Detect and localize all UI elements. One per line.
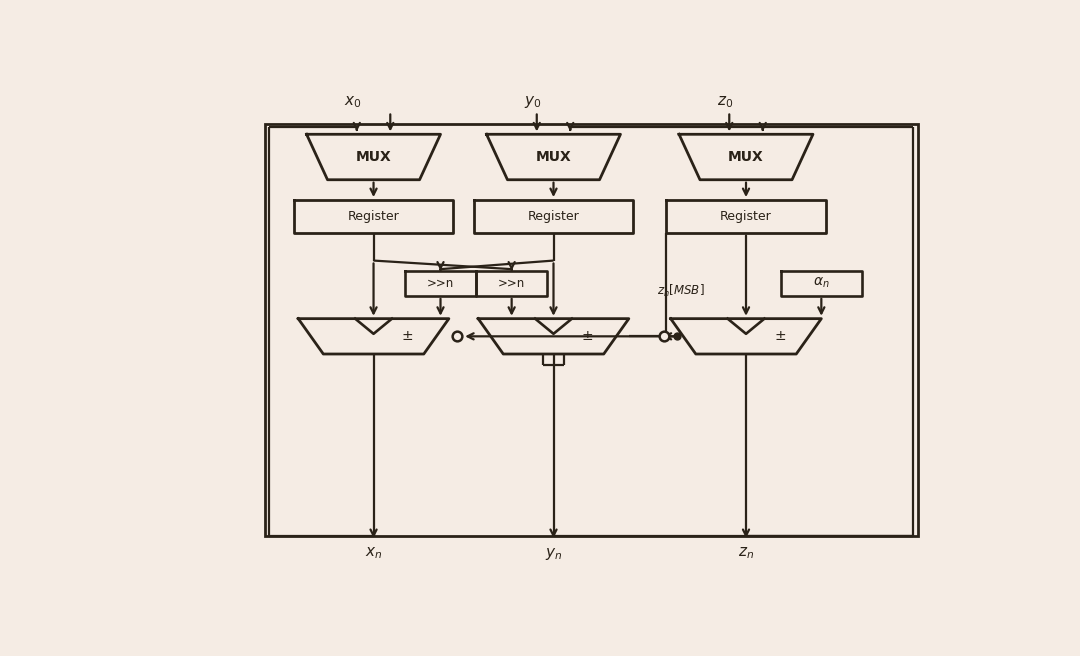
Text: ±: ± — [582, 329, 593, 343]
Text: ±: ± — [402, 329, 414, 343]
Polygon shape — [476, 271, 546, 296]
Text: >>n: >>n — [427, 277, 454, 290]
Polygon shape — [781, 271, 862, 296]
Text: $z_n$: $z_n$ — [738, 546, 754, 562]
Text: MUX: MUX — [728, 150, 764, 164]
Text: $\alpha_n$: $\alpha_n$ — [813, 276, 829, 291]
Polygon shape — [405, 271, 475, 296]
Text: $z_n[MSB]$: $z_n[MSB]$ — [658, 283, 705, 299]
Polygon shape — [298, 319, 449, 354]
Text: Register: Register — [348, 210, 400, 223]
Polygon shape — [294, 200, 454, 233]
Polygon shape — [666, 200, 825, 233]
Text: $y_n$: $y_n$ — [544, 546, 563, 562]
Polygon shape — [671, 319, 821, 354]
Text: $x_n$: $x_n$ — [365, 546, 382, 562]
Text: >>n: >>n — [498, 277, 525, 290]
Polygon shape — [307, 134, 441, 180]
Text: $x_0$: $x_0$ — [343, 94, 362, 110]
Polygon shape — [679, 134, 813, 180]
Text: MUX: MUX — [355, 150, 391, 164]
Text: ±: ± — [774, 329, 786, 343]
Polygon shape — [478, 319, 629, 354]
Text: Register: Register — [528, 210, 579, 223]
Text: Register: Register — [720, 210, 772, 223]
Text: $y_0$: $y_0$ — [524, 94, 541, 110]
Text: $z_0$: $z_0$ — [717, 94, 733, 110]
Polygon shape — [474, 200, 633, 233]
Text: MUX: MUX — [536, 150, 571, 164]
Polygon shape — [486, 134, 620, 180]
